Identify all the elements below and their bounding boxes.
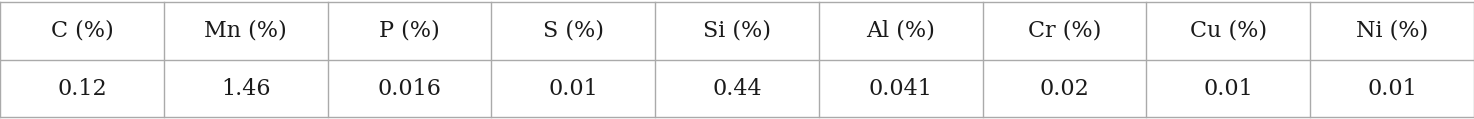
Text: 0.041: 0.041 — [868, 78, 933, 100]
Text: 1.46: 1.46 — [221, 78, 270, 100]
Text: C (%): C (%) — [50, 19, 113, 41]
Text: 0.01: 0.01 — [1203, 78, 1253, 100]
Text: 0.12: 0.12 — [57, 78, 106, 100]
Text: 0.44: 0.44 — [712, 78, 762, 100]
Text: Cu (%): Cu (%) — [1190, 19, 1266, 41]
Text: Ni (%): Ni (%) — [1356, 19, 1428, 41]
Text: P (%): P (%) — [379, 19, 439, 41]
Text: Cr (%): Cr (%) — [1027, 19, 1101, 41]
Text: Si (%): Si (%) — [703, 19, 771, 41]
Text: 0.016: 0.016 — [377, 78, 441, 100]
Text: 0.01: 0.01 — [1368, 78, 1417, 100]
Text: S (%): S (%) — [542, 19, 604, 41]
Text: 0.02: 0.02 — [1039, 78, 1089, 100]
Text: Al (%): Al (%) — [867, 19, 935, 41]
Text: Mn (%): Mn (%) — [205, 19, 287, 41]
Text: 0.01: 0.01 — [548, 78, 598, 100]
